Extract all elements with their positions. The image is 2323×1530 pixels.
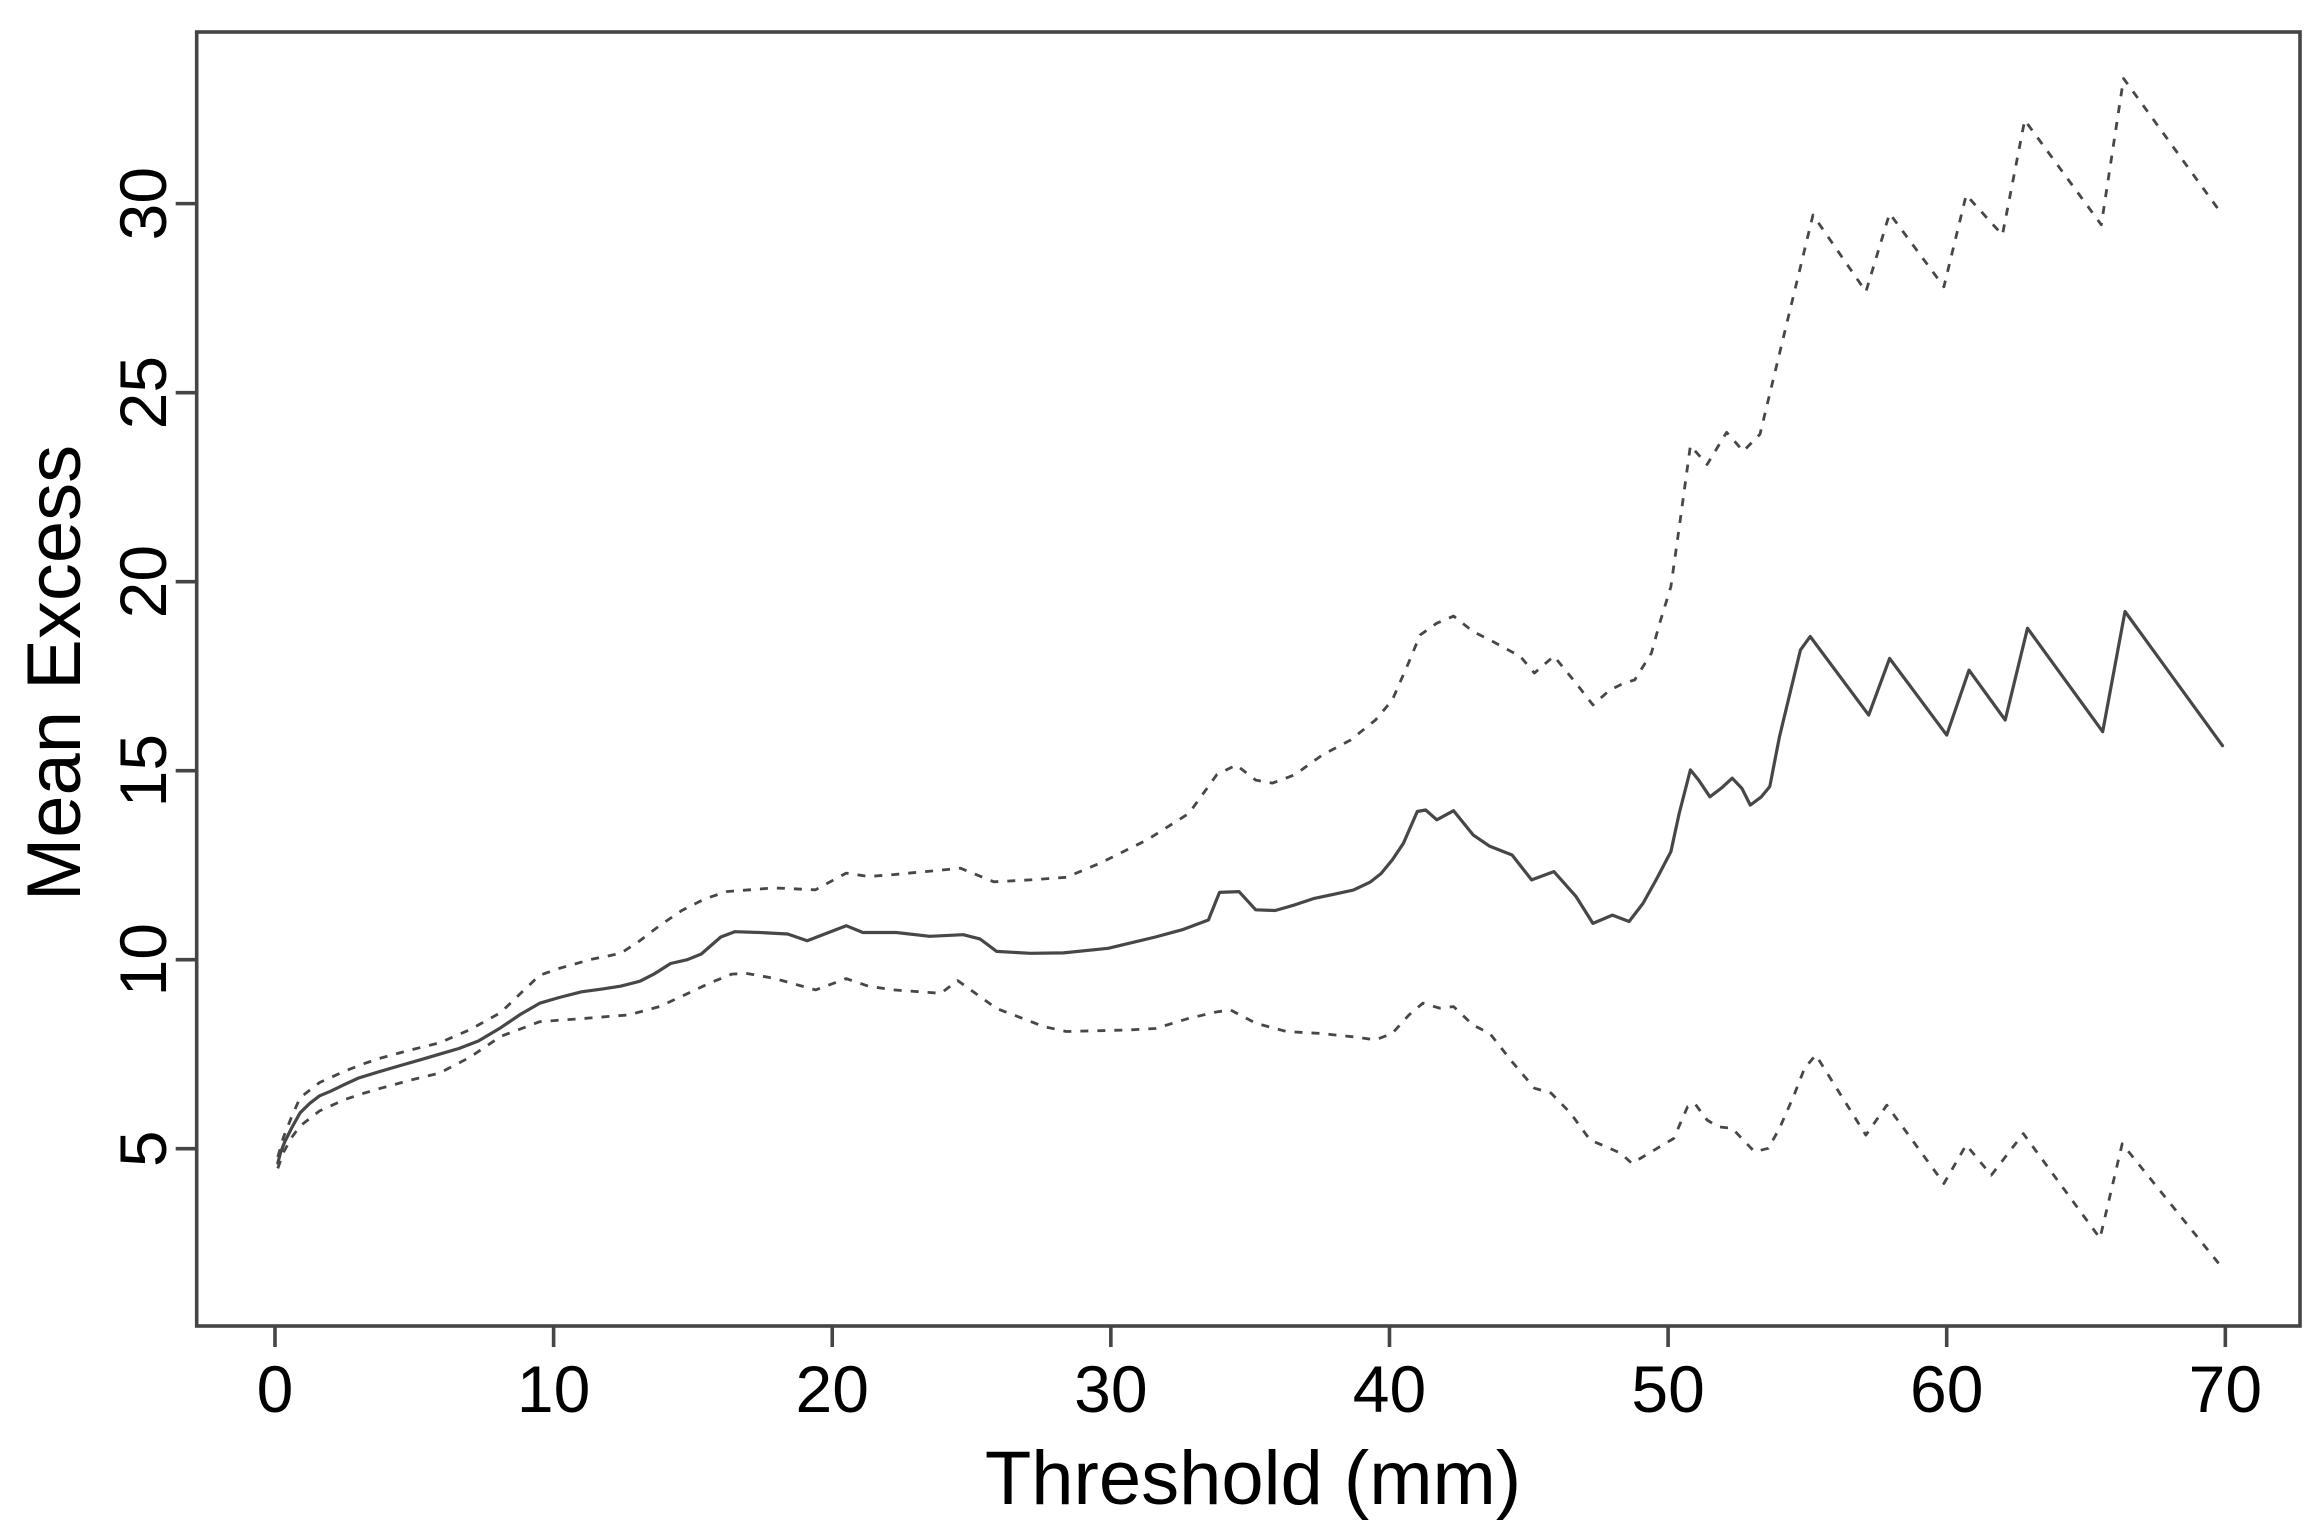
y-axis-tick-label: 30 xyxy=(106,167,180,240)
x-axis-tick-label: 70 xyxy=(2189,1352,2262,1426)
x-axis-tick-label: 20 xyxy=(796,1352,869,1426)
y-axis-title: Mean Excess xyxy=(12,445,97,901)
plot-frame xyxy=(194,30,2302,1328)
y-axis-tick-label: 20 xyxy=(106,545,180,618)
x-axis-title: Threshold (mm) xyxy=(985,1436,1521,1521)
y-axis-tick-label: 25 xyxy=(106,356,180,429)
x-axis-tick-label: 60 xyxy=(1910,1352,1983,1426)
y-axis-tick-label: 15 xyxy=(106,734,180,807)
y-axis-tick-label: 10 xyxy=(106,923,180,996)
x-axis-tick-label: 50 xyxy=(1631,1352,1704,1426)
series-upper-confidence-band xyxy=(276,77,2224,1158)
series-lower-confidence-band xyxy=(276,971,2224,1270)
x-axis-tick-label: 40 xyxy=(1353,1352,1426,1426)
x-axis-tick-label: 10 xyxy=(517,1352,590,1426)
y-axis-tick-label: 5 xyxy=(106,1130,180,1167)
series-mean-excess xyxy=(276,609,2225,1165)
x-axis-tick-label: 0 xyxy=(257,1352,294,1426)
x-axis-tick-label: 30 xyxy=(1074,1352,1147,1426)
